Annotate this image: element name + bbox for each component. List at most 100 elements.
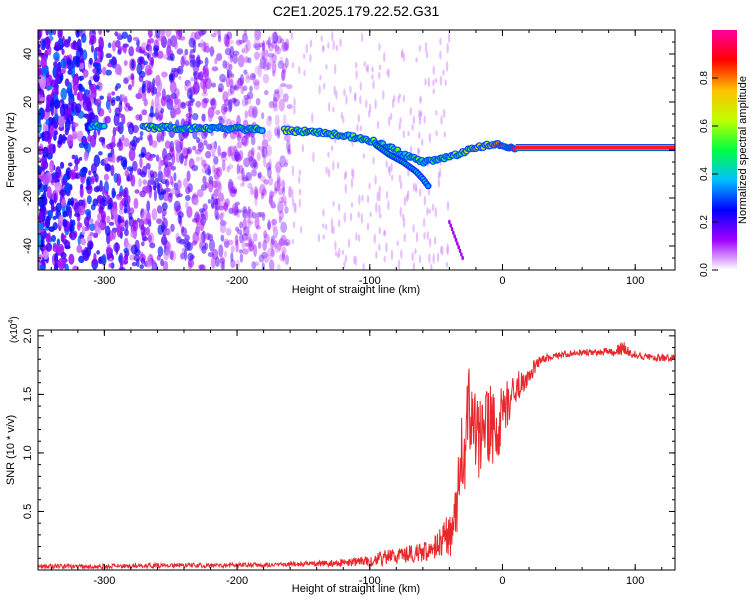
noise-cell <box>325 166 328 175</box>
noise-cell <box>252 106 258 118</box>
noise-cell <box>371 66 374 73</box>
noise-cell <box>42 160 49 170</box>
noise-cell <box>233 151 241 162</box>
noise-cell <box>299 226 303 234</box>
noise-cell <box>104 225 111 237</box>
noise-cell <box>396 240 399 247</box>
noise-cell <box>272 31 278 44</box>
noise-cell <box>87 240 94 250</box>
noise-cell <box>399 180 403 190</box>
noise-cell <box>241 137 247 143</box>
noise-cell <box>350 202 354 208</box>
noise-cell <box>244 110 249 119</box>
noise-cell <box>85 185 92 191</box>
noise-cell <box>83 89 90 96</box>
noise-cell <box>242 175 250 182</box>
noise-cell <box>227 178 234 191</box>
noise-cell <box>266 166 272 179</box>
noise-cell <box>42 121 49 134</box>
noise-cell <box>173 96 179 106</box>
noise-cell <box>383 229 386 237</box>
noise-cell <box>128 212 133 221</box>
noise-cell <box>423 115 426 124</box>
noise-cell <box>97 256 103 265</box>
noise-cell <box>252 42 260 49</box>
noise-cell <box>279 155 287 168</box>
noise-cell <box>93 253 97 261</box>
noise-cell <box>119 208 125 215</box>
noise-cell <box>263 179 269 185</box>
noise-cell <box>244 44 249 55</box>
noise-cell <box>148 134 153 147</box>
noise-cell <box>327 152 330 158</box>
noise-cell <box>77 90 84 102</box>
noise-cell <box>432 253 435 264</box>
noise-cell <box>79 86 86 92</box>
noise-cell <box>288 186 292 199</box>
noise-cell <box>318 84 321 95</box>
noise-cell <box>193 197 200 206</box>
noise-cell <box>355 69 358 80</box>
noise-cell <box>291 165 295 177</box>
noise-cell <box>185 201 189 210</box>
snr-x-ticks: -300 -200 -100 0 100 <box>50 330 663 587</box>
noise-cell <box>219 73 226 83</box>
noise-cell <box>357 211 360 219</box>
noise-cell <box>204 57 209 67</box>
noise-cell <box>109 156 113 163</box>
noise-cell <box>258 211 265 218</box>
noise-cell <box>223 203 229 211</box>
noise-cell <box>265 40 270 46</box>
noise-cell <box>252 78 260 86</box>
noise-cell <box>257 241 262 250</box>
noise-cell <box>230 251 234 263</box>
noise-cell <box>214 57 218 65</box>
noise-cell <box>53 182 60 187</box>
noise-cell <box>298 188 302 196</box>
noise-cell <box>127 84 133 91</box>
noise-cell <box>105 30 110 33</box>
noise-cell <box>123 60 128 66</box>
noise-cell <box>301 144 305 153</box>
noise-cell <box>254 30 262 41</box>
noise-cell <box>235 239 239 253</box>
noise-cell <box>202 97 210 104</box>
noise-cell <box>105 69 112 76</box>
noise-cell <box>52 215 57 220</box>
noise-cell <box>173 108 177 118</box>
y-tick-label: 40 <box>22 48 34 60</box>
noise-cell <box>124 169 129 177</box>
noise-cell <box>238 164 244 174</box>
noise-cell <box>139 130 144 137</box>
noise-cell <box>239 221 243 229</box>
noise-cell <box>298 169 301 176</box>
noise-cell <box>247 182 253 190</box>
noise-cell <box>298 65 301 75</box>
noise-cell <box>243 69 248 75</box>
noise-cell <box>424 47 428 53</box>
noise-cell <box>65 182 71 195</box>
noise-cell <box>229 130 237 140</box>
noise-cell <box>143 60 149 66</box>
noise-cell <box>235 259 240 270</box>
noise-cell <box>140 257 146 265</box>
noise-cell <box>443 108 446 119</box>
faint-segment-cell <box>448 219 451 225</box>
y-tick-label: 0.5 <box>22 504 34 519</box>
noise-cell <box>44 36 51 50</box>
noise-cell <box>63 39 71 48</box>
noise-cell <box>170 53 175 62</box>
noise-cell <box>427 77 431 88</box>
noise-cell <box>192 70 198 77</box>
noise-cell <box>42 249 49 260</box>
faint-segment-cell <box>452 230 455 235</box>
noise-cell <box>411 251 414 262</box>
noise-cell <box>184 195 191 202</box>
noise-cell <box>140 224 145 237</box>
noise-cell <box>116 223 123 234</box>
noise-cell <box>64 245 71 250</box>
noise-cell <box>275 161 282 173</box>
noise-cell <box>375 202 378 213</box>
noise-cell <box>173 67 179 78</box>
